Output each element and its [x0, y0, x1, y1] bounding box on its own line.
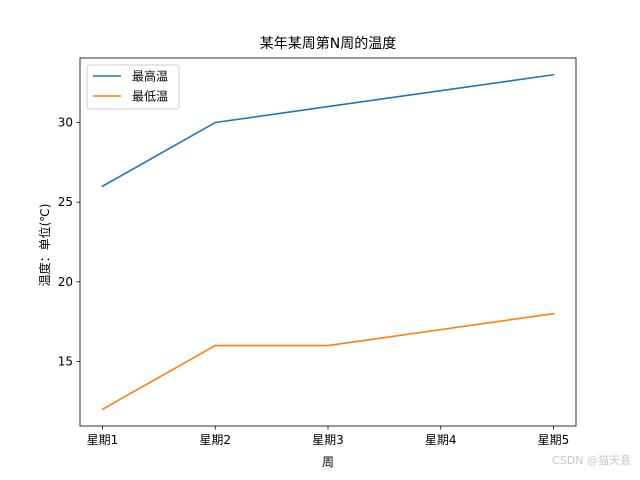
x-tick-label: 星期3: [312, 433, 344, 447]
x-axis-label: 周: [322, 455, 334, 469]
legend-label: 最低温: [132, 90, 168, 104]
legend-label: 最高温: [132, 69, 168, 84]
x-tick-label: 星期5: [538, 433, 570, 447]
plot-frame: [79, 57, 577, 427]
y-tick-label: 15: [58, 354, 73, 368]
watermark: CSDN @猫天意: [552, 454, 631, 467]
chart-title: 某年某周第N周的温度: [260, 35, 396, 52]
y-tick-label: 20: [58, 275, 73, 289]
x-tick-label: 星期1: [87, 433, 119, 447]
series-line-1: [101, 73, 555, 188]
y-tick-label: 25: [58, 195, 73, 209]
y-axis-label: 温度：单位(℃): [37, 204, 52, 287]
y-tick-label: 30: [58, 116, 73, 130]
series-line-2: [101, 312, 555, 411]
x-tick-label: 星期4: [425, 433, 457, 447]
plot-area: 星期1 星期2 星期3 星期4 星期5 15 20 25 30: [58, 57, 577, 447]
x-tick-label: 星期2: [199, 433, 231, 447]
